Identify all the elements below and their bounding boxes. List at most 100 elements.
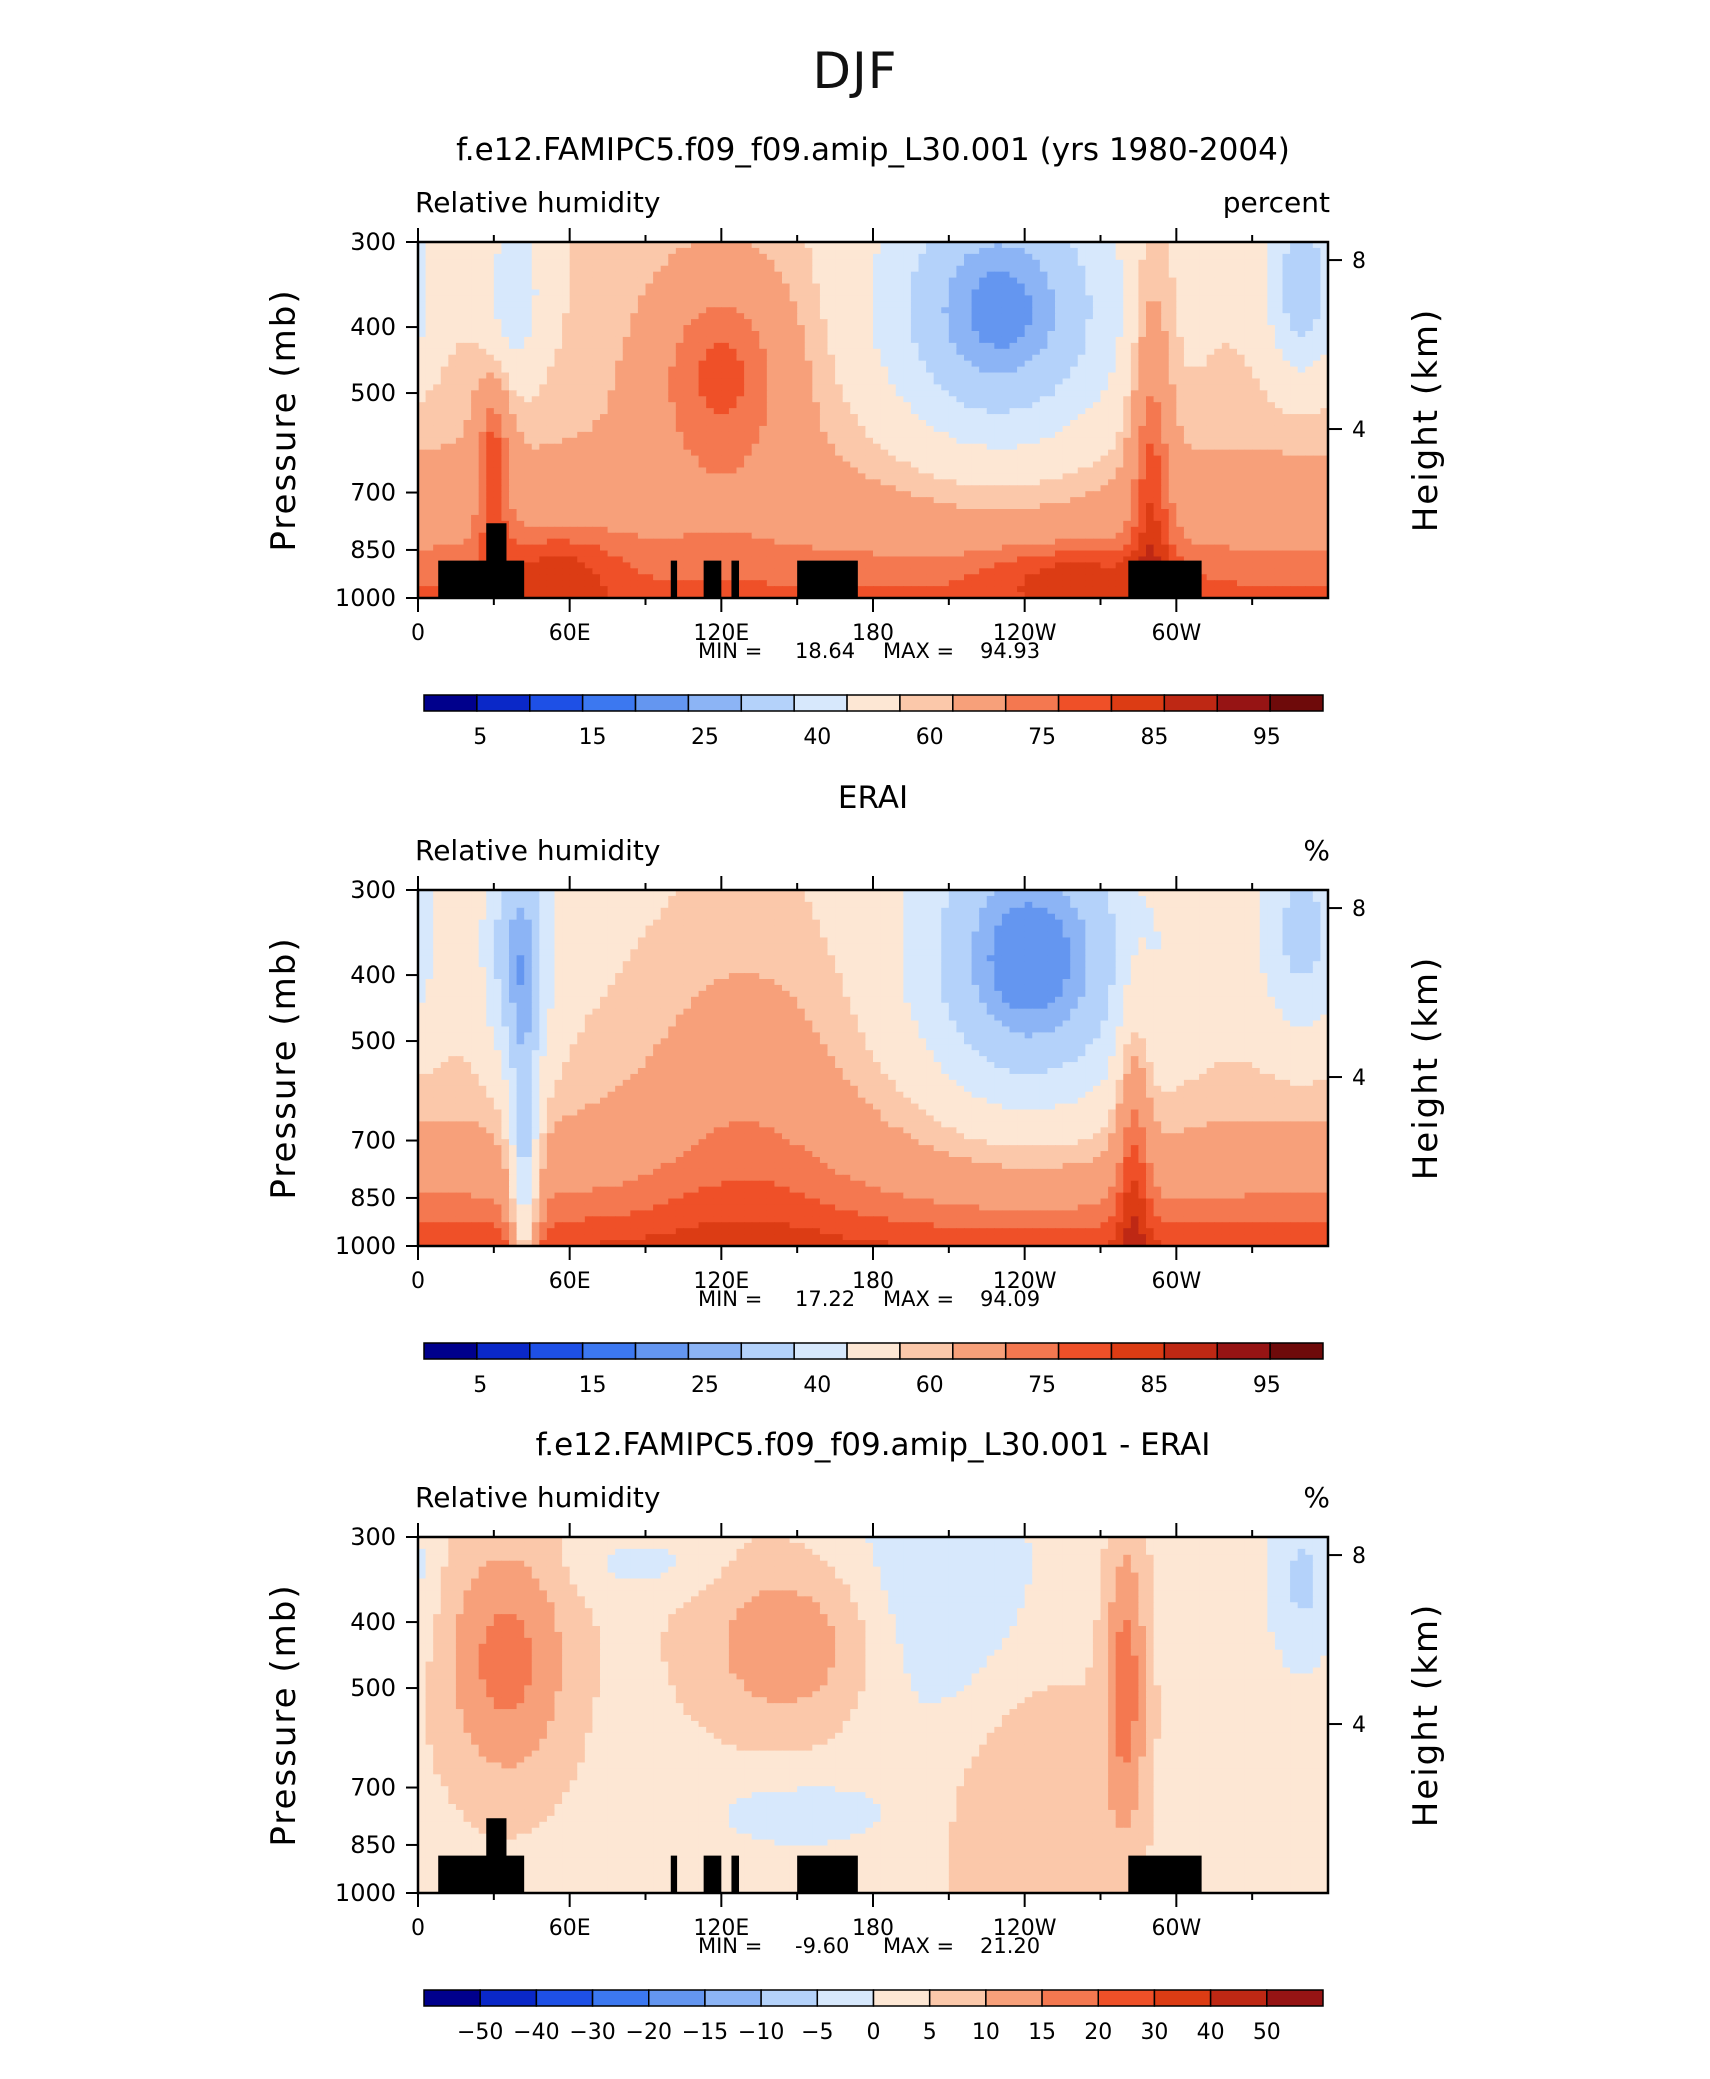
colorbar-box <box>1098 1990 1154 2006</box>
min-label: MIN = <box>698 1287 762 1311</box>
colorbar-box <box>930 1990 986 2006</box>
y-tick-label: 1000 <box>335 584 396 612</box>
y-tick-label: 400 <box>350 961 396 989</box>
units-label: percent <box>1223 186 1330 219</box>
colorbar-label: 0 <box>867 2020 881 2045</box>
colorbar-label: 15 <box>579 1373 607 1398</box>
topography-block <box>671 561 677 598</box>
y-tick-label: 850 <box>350 536 396 564</box>
colorbar-box <box>477 695 530 711</box>
colorbar-box <box>1270 1343 1323 1359</box>
colorbar-box <box>1059 695 1112 711</box>
topography-block <box>438 561 524 598</box>
colorbar-box <box>688 695 741 711</box>
height-tick-label: 4 <box>1352 1066 1366 1091</box>
colorbar-box <box>900 695 953 711</box>
colorbar-box <box>649 1990 705 2006</box>
colorbar-label: −5 <box>801 2020 833 2045</box>
y-tick-label: 300 <box>350 228 396 256</box>
colorbar-label: 40 <box>803 1373 831 1398</box>
colorbar-label: 40 <box>1197 2020 1225 2045</box>
topography-block <box>797 1856 858 1893</box>
colorbar-box <box>1211 1990 1267 2006</box>
colorbar-box <box>741 1343 794 1359</box>
colorbar-box <box>1164 1343 1217 1359</box>
colorbar-label: 95 <box>1253 725 1281 750</box>
colorbar-label: 15 <box>579 725 607 750</box>
colorbar-label: 5 <box>473 1373 487 1398</box>
min-label: MIN = <box>698 639 762 663</box>
left-label: Relative humidity <box>415 186 660 219</box>
colorbar-label: 20 <box>1084 2020 1112 2045</box>
colorbar-box <box>1217 1343 1270 1359</box>
x-tick-label: 60W <box>1151 621 1201 646</box>
y-axis-label: Pressure (mb) <box>264 1583 304 1846</box>
colorbar-box <box>1006 695 1059 711</box>
y-tick-label: 400 <box>350 313 396 341</box>
x-tick-label: 60E <box>549 621 591 646</box>
y-axis-right-label: Height (km) <box>1406 956 1446 1181</box>
colorbar-box <box>1111 1343 1164 1359</box>
max-label: MAX = <box>883 1934 954 1958</box>
colorbar-box <box>900 1343 953 1359</box>
topography-block <box>1128 561 1201 598</box>
colorbar-box <box>688 1343 741 1359</box>
colorbar-box <box>847 695 900 711</box>
topography-block <box>486 523 506 598</box>
page-title: DJF <box>0 42 1710 100</box>
panel-model: f.e12.FAMIPC5.f09_f09.amip_L30.001 (yrs … <box>0 130 1710 780</box>
y-tick-label: 400 <box>350 1608 396 1636</box>
max-label: MAX = <box>883 1287 954 1311</box>
colorbar-box <box>986 1990 1042 2006</box>
colorbar-label: 40 <box>803 725 831 750</box>
contour-field <box>418 890 1329 1247</box>
panel-difference: f.e12.FAMIPC5.f09_f09.amip_L30.001 - ERA… <box>0 1425 1710 2075</box>
x-tick-label: 0 <box>411 1269 425 1294</box>
x-tick-label: 60W <box>1151 1916 1201 1941</box>
colorbar-box <box>1059 1343 1112 1359</box>
colorbar-box <box>741 695 794 711</box>
x-tick-label: 60E <box>549 1269 591 1294</box>
topography-block <box>671 1856 677 1893</box>
y-tick-label: 500 <box>350 379 396 407</box>
y-axis-label: Pressure (mb) <box>264 288 304 551</box>
colorbar-label: 5 <box>923 2020 937 2045</box>
y-tick-label: 1000 <box>335 1879 396 1907</box>
x-tick-label: 60E <box>549 1916 591 1941</box>
colorbar-box <box>530 695 583 711</box>
y-axis-right-label: Height (km) <box>1406 1603 1446 1828</box>
y-tick-label: 500 <box>350 1027 396 1055</box>
topography-block <box>438 1856 524 1893</box>
colorbar-box <box>530 1343 583 1359</box>
max-value: 94.09 <box>980 1287 1040 1311</box>
colorbar-box <box>1042 1990 1098 2006</box>
y-tick-label: 1000 <box>335 1232 396 1260</box>
colorbar-box <box>1267 1990 1323 2006</box>
colorbar-box <box>1006 1343 1059 1359</box>
y-tick-label: 700 <box>350 479 396 507</box>
colorbar-label: −40 <box>513 2020 559 2045</box>
topography-block <box>704 561 722 598</box>
contour-field <box>418 1537 1329 1894</box>
height-tick-label: 8 <box>1352 249 1366 274</box>
colorbar-box <box>817 1990 873 2006</box>
colorbar-box <box>794 695 847 711</box>
colorbar-box <box>583 1343 636 1359</box>
colorbar-box <box>953 695 1006 711</box>
colorbar-box <box>593 1990 649 2006</box>
colorbar-box <box>705 1990 761 2006</box>
colorbar-box <box>1154 1990 1210 2006</box>
left-label: Relative humidity <box>415 834 660 867</box>
colorbar-box <box>424 1990 480 2006</box>
colorbar-label: −15 <box>682 2020 728 2045</box>
max-value: 94.93 <box>980 639 1040 663</box>
colorbar-label: 75 <box>1028 1373 1056 1398</box>
colorbar-label: 75 <box>1028 725 1056 750</box>
colorbar-label: 50 <box>1253 2020 1281 2045</box>
colorbar-box <box>1164 695 1217 711</box>
chart-model: f.e12.FAMIPC5.f09_f09.amip_L30.001 (yrs … <box>0 130 1710 780</box>
y-tick-label: 300 <box>350 1523 396 1551</box>
y-tick-label: 850 <box>350 1831 396 1859</box>
